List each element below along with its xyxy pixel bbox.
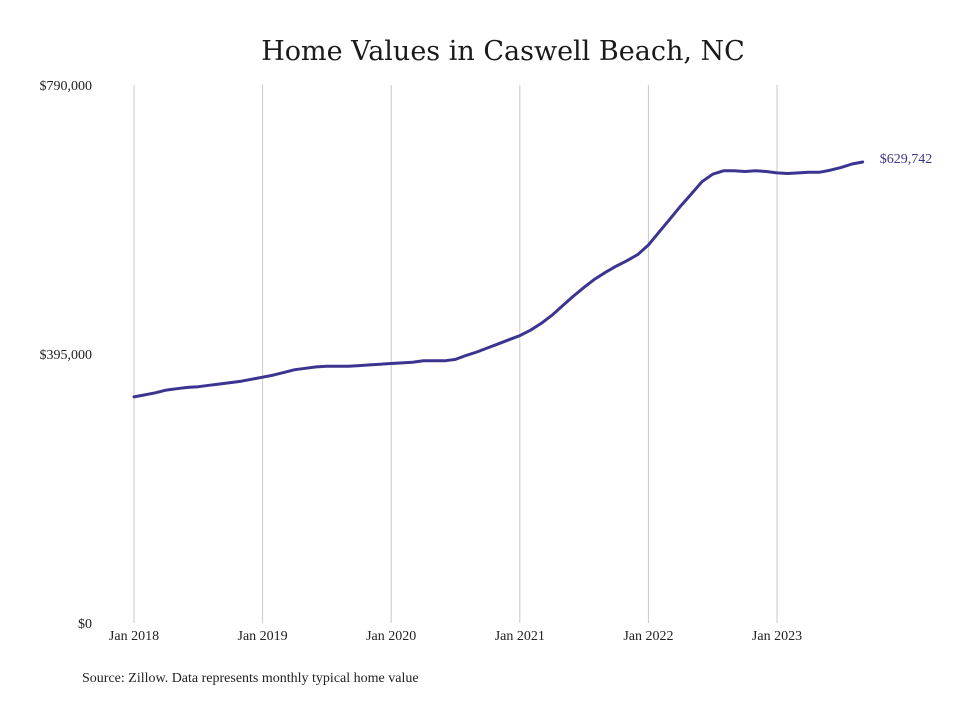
x-tick-label: Jan 2020 bbox=[366, 629, 416, 644]
x-axis: Jan 2018 Jan 2019 Jan 2020 Jan 2021 Jan 2022… bbox=[109, 629, 802, 644]
chart-title: Home Values in Caswell Beach, NC bbox=[261, 36, 745, 67]
end-value-label: $629,742 bbox=[880, 152, 933, 167]
y-tick-label: $0 bbox=[78, 617, 92, 632]
series-line bbox=[134, 162, 863, 397]
x-tick-label: Jan 2022 bbox=[623, 629, 673, 644]
x-tick-label: Jan 2021 bbox=[495, 629, 545, 644]
x-tick-label: Jan 2019 bbox=[238, 629, 288, 644]
y-tick-label: $790,000 bbox=[40, 79, 93, 94]
x-tick-label: Jan 2023 bbox=[752, 629, 802, 644]
source-note: Source: Zillow. Data represents monthly … bbox=[82, 671, 419, 686]
grid-layer bbox=[134, 85, 777, 623]
y-tick-label: $395,000 bbox=[40, 348, 93, 363]
series-layer: $629,742 bbox=[134, 152, 932, 397]
y-axis: $790,000 $395,000 $0 bbox=[40, 79, 93, 632]
x-tick-label: Jan 2018 bbox=[109, 629, 159, 644]
